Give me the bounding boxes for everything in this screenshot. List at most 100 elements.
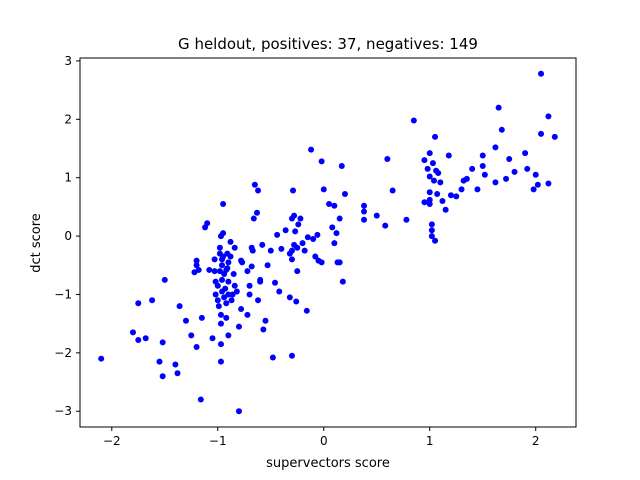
data-point: [235, 323, 242, 330]
data-point: [246, 291, 253, 298]
data-point: [223, 314, 230, 321]
data-point: [193, 262, 200, 269]
data-point: [255, 187, 262, 194]
x-tick-label: 0: [320, 434, 328, 448]
y-tick-label: 1: [64, 171, 72, 185]
data-point: [361, 216, 368, 223]
data-point: [430, 177, 437, 184]
data-point: [233, 288, 240, 295]
data-point: [303, 307, 310, 314]
data-point: [318, 158, 325, 165]
data-point: [225, 332, 232, 339]
data-point: [225, 278, 232, 285]
x-tick-label: −2: [103, 434, 121, 448]
data-point: [424, 165, 431, 172]
data-point: [135, 337, 142, 343]
data-point: [217, 320, 224, 327]
data-point: [403, 216, 410, 223]
y-axis: −3 −2 −1 0 1 2 3: [54, 54, 80, 418]
plot-frame: [79, 57, 577, 428]
data-point: [463, 175, 470, 182]
data-point: [198, 314, 205, 321]
data-point: [156, 358, 163, 365]
data-point: [195, 266, 202, 273]
data-point: [524, 165, 531, 172]
data-point: [437, 179, 444, 186]
data-point: [172, 361, 179, 368]
data-point: [282, 227, 289, 234]
data-point: [291, 212, 298, 219]
data-point: [421, 157, 428, 164]
y-tick-label: 0: [64, 229, 72, 243]
data-point: [310, 236, 317, 242]
data-point: [341, 191, 348, 198]
data-point: [238, 306, 245, 313]
data-point: [551, 133, 558, 140]
data-point: [447, 192, 454, 199]
data-point: [373, 212, 380, 219]
data-point: [495, 104, 502, 111]
data-point: [249, 247, 256, 254]
y-axis-label: dct score: [29, 213, 44, 273]
data-point: [492, 144, 499, 151]
data-point: [432, 237, 439, 244]
x-axis: −2 −1 0 1 2: [103, 427, 540, 448]
data-point: [532, 171, 539, 178]
data-point: [434, 191, 441, 198]
x-tick-label: 1: [426, 434, 434, 448]
data-point: [221, 294, 228, 301]
data-point: [161, 276, 168, 283]
data-point: [522, 150, 529, 157]
data-point: [225, 259, 232, 266]
data-point: [259, 241, 266, 248]
data-point: [219, 276, 226, 283]
data-point: [288, 247, 295, 254]
data-point: [389, 187, 396, 194]
data-point: [479, 163, 486, 170]
data-point: [244, 268, 251, 275]
data-point: [331, 240, 338, 247]
data-point: [469, 165, 476, 172]
data-point: [174, 370, 181, 377]
data-point: [176, 303, 183, 310]
data-point: [361, 202, 368, 209]
data-point: [246, 282, 253, 289]
data-point: [308, 146, 315, 153]
data-point: [336, 259, 343, 266]
data-point: [228, 297, 235, 304]
y-tick-label: 3: [64, 54, 72, 68]
data-point: [320, 186, 327, 193]
data-point: [227, 253, 234, 260]
data-point: [429, 160, 436, 167]
data-points: [98, 70, 558, 415]
data-point: [314, 231, 321, 238]
data-point: [410, 117, 417, 124]
data-point: [264, 262, 271, 269]
data-point: [219, 262, 226, 269]
x-tick-label: 2: [532, 434, 540, 448]
data-point: [223, 300, 230, 307]
data-point: [216, 268, 223, 275]
data-point: [426, 200, 433, 207]
data-point: [225, 291, 232, 298]
data-point: [255, 297, 262, 304]
data-point: [290, 187, 297, 194]
data-point: [204, 220, 211, 227]
data-point: [217, 358, 224, 365]
data-point: [545, 180, 552, 187]
data-point: [331, 202, 338, 209]
data-point: [339, 278, 346, 285]
data-point: [498, 126, 505, 133]
data-point: [428, 227, 435, 234]
x-axis-label: supervectors score: [266, 456, 390, 471]
data-point: [217, 341, 224, 348]
data-point: [244, 311, 251, 318]
data-point: [251, 181, 258, 188]
data-point: [481, 171, 488, 178]
data-point: [329, 224, 336, 231]
data-point: [224, 265, 231, 272]
data-point: [159, 339, 166, 346]
data-point: [338, 163, 345, 170]
data-point: [442, 206, 449, 213]
